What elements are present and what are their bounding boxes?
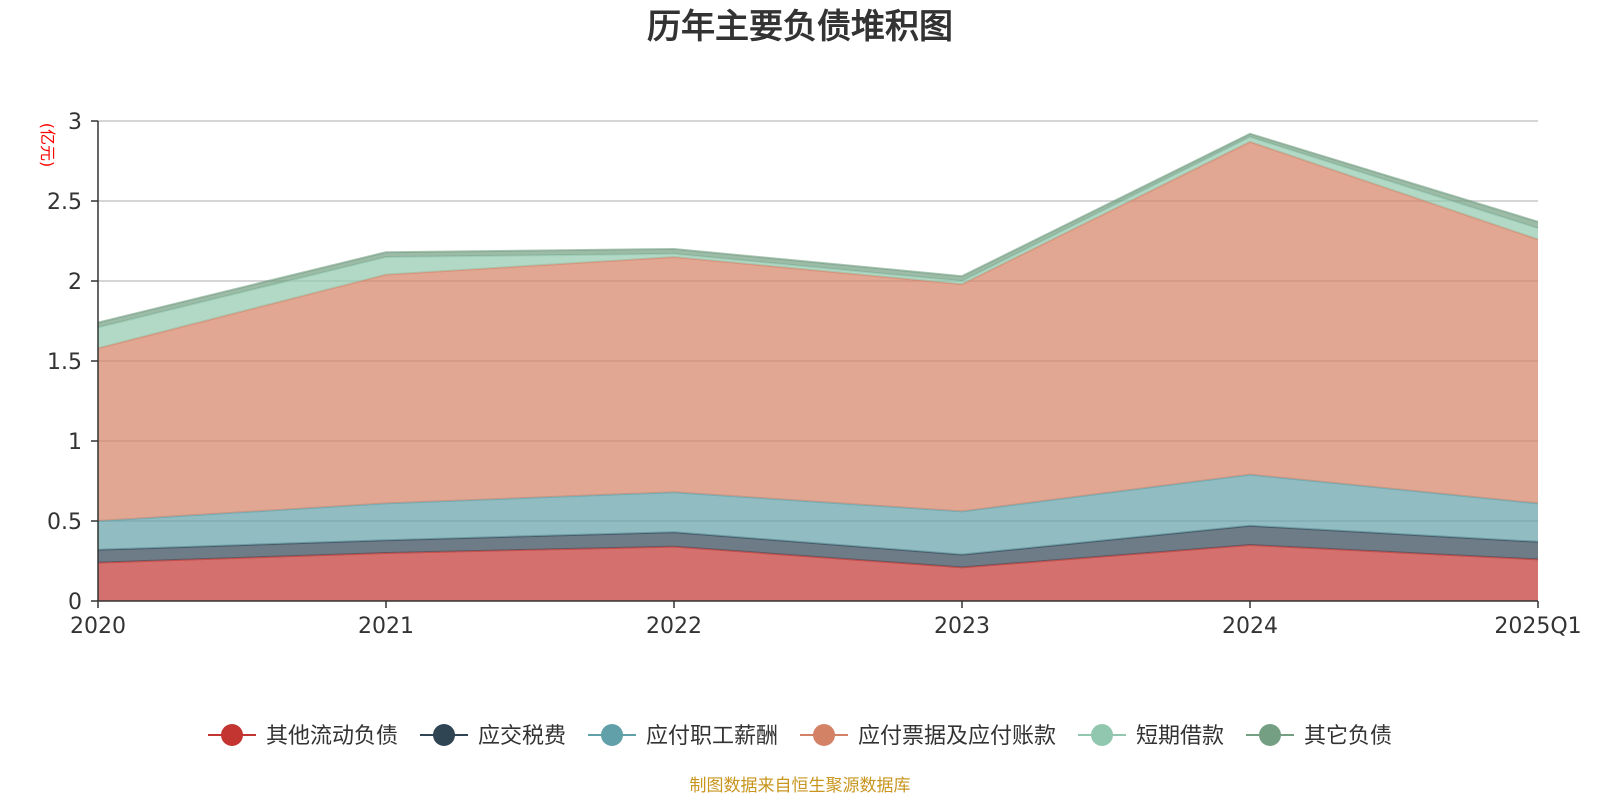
x-axis-ticks: 2020 2021 2022 2023 2024 2025Q1: [70, 601, 1582, 639]
source-note: 制图数据来自恒生聚源数据库: [690, 776, 911, 796]
area-1: [98, 525, 1538, 568]
legend: 其他流动负债 应交税费 应付职工薪酬 应付票据及应付账款 短期借款 其它负债: [208, 724, 1392, 749]
y-tick-label: 2: [68, 270, 82, 295]
legend-marker: [601, 724, 623, 746]
y-axis-ticks: 0 0.5 1 1.5 2 2.5 3: [47, 110, 98, 615]
legend-label: 短期借款: [1136, 724, 1224, 749]
legend-item-2[interactable]: 应付职工薪酬: [588, 724, 778, 749]
legend-item-0[interactable]: 其他流动负债: [208, 724, 398, 749]
legend-label: 应交税费: [478, 724, 566, 749]
y-tick-label: 1.5: [47, 350, 82, 375]
legend-marker: [813, 724, 835, 746]
y-tick-label: 2.5: [47, 190, 82, 215]
area-series: [97, 132, 1539, 601]
chart-title: 历年主要负债堆积图: [647, 7, 953, 47]
legend-item-4[interactable]: 短期借款: [1078, 724, 1224, 749]
legend-label: 其他流动负债: [266, 724, 398, 749]
legend-item-3[interactable]: 应付票据及应付账款: [800, 724, 1056, 749]
legend-label: 其它负债: [1304, 724, 1392, 749]
x-tick-label: 2024: [1222, 614, 1278, 639]
x-tick-label: 2023: [934, 614, 990, 639]
y-tick-label: 3: [68, 110, 82, 135]
legend-item-5[interactable]: 其它负债: [1246, 724, 1392, 749]
legend-marker: [221, 724, 243, 746]
area-0: [98, 545, 1538, 601]
legend-marker: [433, 724, 455, 746]
area-line-5: [97, 132, 1539, 324]
area-2: [98, 474, 1538, 555]
y-tick-label: 1: [68, 430, 82, 455]
y-tick-label: 0: [68, 590, 82, 615]
legend-item-1[interactable]: 应交税费: [420, 724, 566, 749]
x-tick-label: 2020: [70, 614, 126, 639]
legend-label: 应付职工薪酬: [646, 724, 778, 749]
area-3: [98, 141, 1538, 522]
legend-label: 应付票据及应付账款: [858, 724, 1056, 749]
x-tick-label: 2021: [358, 614, 414, 639]
x-tick-label: 2025Q1: [1494, 614, 1581, 639]
y-tick-label: 0.5: [47, 510, 82, 535]
x-tick-label: 2022: [646, 614, 702, 639]
legend-marker: [1091, 724, 1113, 746]
legend-marker: [1259, 724, 1281, 746]
y-axis-unit-label: (亿元): [38, 123, 57, 168]
